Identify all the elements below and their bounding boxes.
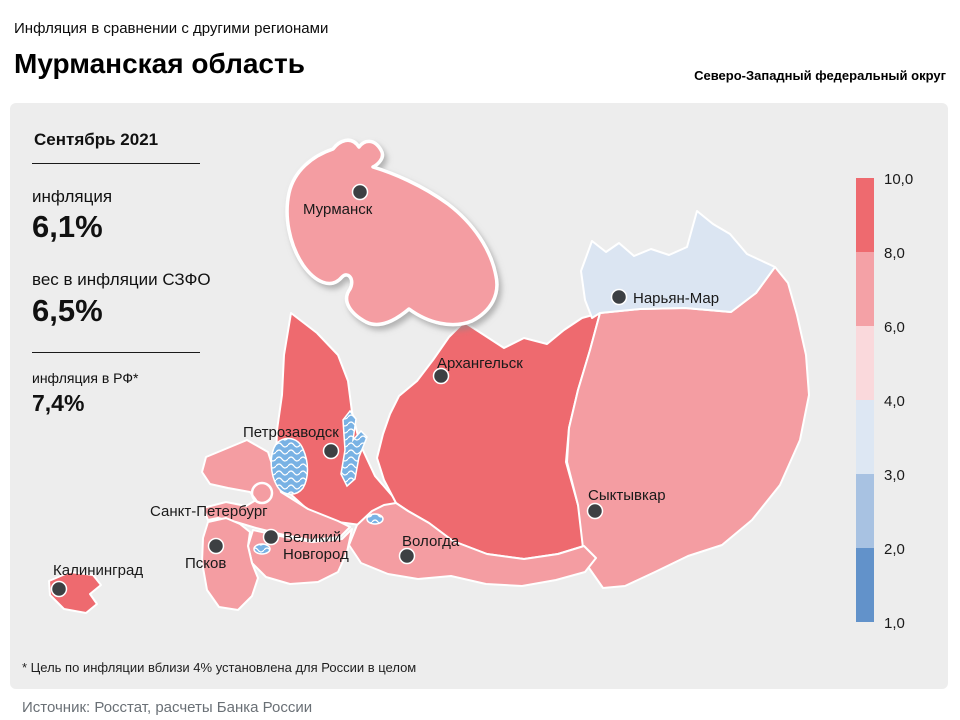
lake-beloye: [366, 513, 384, 525]
legend-swatch-8-10: [856, 178, 874, 252]
legend-tick-1: 1,0: [884, 615, 905, 632]
region-vologda: [348, 502, 597, 587]
stats-block: Сентябрь 2021 инфляция 6,1% вес в инфляц…: [32, 130, 282, 430]
page-kicker: Инфляция в сравнении с другими регионами: [14, 20, 329, 37]
city-dot-arkhangelsk: [432, 367, 450, 385]
legend-tick-8: 8,0: [884, 245, 905, 262]
city-label-naryan-mar: Нарьян-Мар: [633, 290, 719, 307]
legend-swatch-6-8: [856, 252, 874, 326]
city-label-petrozavodsk: Петрозаводск: [243, 424, 339, 441]
footnote: * Цель по инфляции вблизи 4% установлена…: [22, 660, 417, 675]
city-dot-syktyvkar: [586, 502, 604, 520]
rf-inflation-value: 7,4%: [32, 390, 85, 416]
lake-ilmen: [253, 543, 271, 555]
city-label-pskov: Псков: [185, 555, 226, 572]
legend-tick-6: 6,0: [884, 319, 905, 336]
legend-swatch-3-4: [856, 400, 874, 474]
legend-tick-4: 4,0: [884, 393, 905, 410]
legend-swatch-4-6: [856, 326, 874, 400]
legend-tick-2: 2,0: [884, 541, 905, 558]
federal-district-label: Северо-Западный федеральный округ: [694, 68, 946, 83]
rf-inflation-label: инфляция в РФ*: [32, 370, 139, 386]
city-label-kaliningrad: Калининград: [53, 562, 143, 579]
region-murmansk-highlighted: [285, 138, 499, 327]
divider: [32, 163, 200, 164]
region-komi: [566, 266, 810, 589]
city-label-syktyvkar: Сыктывкар: [588, 487, 666, 504]
spb-city-ring: [250, 481, 274, 505]
weight-label: вес в инфляции СЗФО: [32, 270, 211, 289]
divider: [32, 352, 200, 353]
city-label-novgorod-line1: Великий: [283, 529, 341, 546]
city-dot-novgorod: [262, 528, 280, 546]
city-label-novgorod-line2: Новгород: [283, 546, 349, 563]
city-dot-murmansk: [351, 183, 369, 201]
period-label: Сентябрь 2021: [34, 130, 159, 149]
legend-tick-10: 10,0: [884, 171, 913, 188]
inflation-value: 6,1%: [32, 209, 103, 244]
region-nenets: [580, 210, 776, 319]
page-title: Мурманская область: [14, 48, 305, 79]
city-dot-pskov: [207, 537, 225, 555]
city-dot-kaliningrad: [50, 580, 68, 598]
legend-swatch-1-2: [856, 548, 874, 622]
inflation-label: инфляция: [32, 187, 113, 206]
weight-value: 6,5%: [32, 293, 103, 328]
city-dot-petrozavodsk: [322, 442, 340, 460]
city-label-arkhangelsk: Архангельск: [437, 355, 523, 372]
city-label-murmansk: Мурманск: [303, 201, 373, 218]
city-dot-naryan-mar: [610, 288, 628, 306]
lake-onega: [340, 409, 368, 488]
color-legend: 10,0 8,0 6,0 4,0 3,0 2,0 1,0: [856, 171, 913, 632]
legend-swatch-2-3: [856, 474, 874, 548]
lake-ladoga: [270, 437, 309, 495]
legend-tick-3: 3,0: [884, 467, 905, 484]
city-label-vologda: Вологда: [402, 533, 460, 550]
city-label-st-petersburg: Санкт-Петербург: [150, 503, 268, 520]
city-dot-vologda: [398, 547, 416, 565]
source-line: Источник: Росстат, расчеты Банка России: [22, 699, 313, 716]
